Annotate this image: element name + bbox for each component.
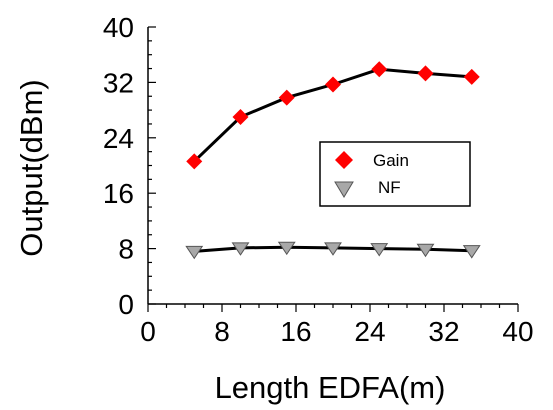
x-tick-label: 8 [214,316,230,347]
gain-data-point [417,65,434,82]
nf-data-point [185,245,204,260]
y-tick-label: 40 [103,12,134,43]
x-tick-label: 0 [140,316,156,347]
x-tick-label: 16 [280,316,311,347]
y-tick-label: 8 [118,234,134,265]
nf-data-point [416,243,435,258]
nf-data-point [370,243,389,257]
nf-data-point [462,245,481,259]
legend-gain-label: Gain [373,151,409,170]
y-tick-label: 0 [118,289,134,320]
x-tick-label: 24 [354,316,385,347]
nf-data-point [277,241,296,256]
y-axis-title: Output(dBm) [14,79,49,256]
nf-data-point [231,242,250,256]
x-tick-label: 40 [502,316,533,347]
axes: 0 8 16 24 32 40 0 8 16 24 32 40 [103,12,534,347]
gain-data-point [278,89,295,106]
legend: Gain NF [319,141,471,207]
y-tick-label: 24 [103,123,134,154]
legend-nf-label: NF [378,178,401,197]
series-layer [185,61,481,260]
x-tick-label: 32 [428,316,459,347]
y-tick-label: 16 [103,178,134,209]
gain-data-point [371,61,388,78]
y-tick-label: 32 [103,67,134,98]
gain-data-point [232,109,249,126]
legend-nf-marker [334,181,354,198]
gain-data-point [325,76,341,93]
x-axis-title: Length EDFA(m) [215,370,446,405]
gain-data-point [463,68,480,85]
legend-gain-marker [335,151,353,169]
nf-data-point [324,242,342,256]
gain-data-point [186,153,203,170]
